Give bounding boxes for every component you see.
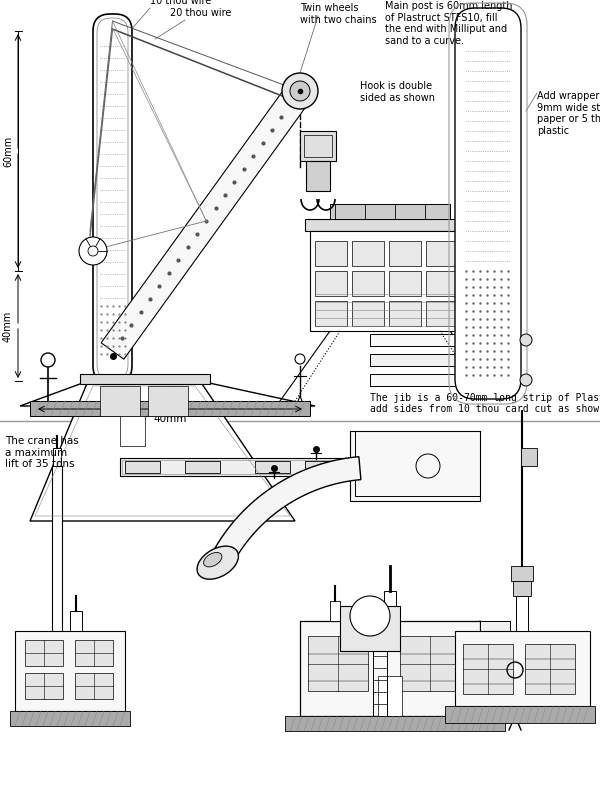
Bar bbox=[426, 271, 458, 296]
Ellipse shape bbox=[203, 552, 222, 567]
FancyBboxPatch shape bbox=[455, 8, 521, 399]
Bar bbox=[304, 135, 332, 157]
Polygon shape bbox=[20, 381, 315, 406]
Bar bbox=[378, 676, 402, 716]
Bar bbox=[306, 161, 330, 191]
Bar bbox=[463, 644, 513, 694]
Bar bbox=[389, 301, 421, 326]
Bar bbox=[125, 461, 160, 473]
Bar bbox=[370, 354, 520, 366]
Circle shape bbox=[350, 596, 390, 636]
Circle shape bbox=[520, 374, 532, 386]
Polygon shape bbox=[30, 381, 295, 521]
Bar bbox=[25, 640, 63, 666]
Bar bbox=[352, 301, 384, 326]
Text: Add wrapper from
9mm wide strip of
paper or 5 thou
plastic: Add wrapper from 9mm wide strip of paper… bbox=[537, 91, 600, 135]
Bar bbox=[15, 631, 125, 711]
Bar bbox=[75, 640, 113, 666]
Circle shape bbox=[520, 334, 532, 346]
Bar bbox=[305, 461, 340, 473]
Bar bbox=[455, 631, 590, 706]
Bar bbox=[315, 301, 347, 326]
Bar bbox=[400, 636, 460, 691]
Bar bbox=[185, 461, 220, 473]
Bar bbox=[521, 448, 537, 466]
Text: Twin wheels
with two chains: Twin wheels with two chains bbox=[300, 3, 377, 24]
Bar bbox=[525, 644, 575, 694]
FancyBboxPatch shape bbox=[93, 14, 132, 383]
Bar bbox=[300, 131, 336, 161]
Bar bbox=[122, 460, 348, 474]
Text: 20 thou wire: 20 thou wire bbox=[170, 8, 232, 18]
Bar bbox=[70, 611, 82, 631]
Text: The jib is a 60-70mm long strip of Plastruct STFS4  (3.2mm × 3.2mm): The jib is a 60-70mm long strip of Plast… bbox=[370, 393, 600, 403]
Bar bbox=[352, 271, 384, 296]
Text: Main post is 60mm length
of Plastruct STFS10, fill
the end with Milliput and
san: Main post is 60mm length of Plastruct ST… bbox=[385, 1, 512, 45]
Circle shape bbox=[88, 246, 98, 256]
Bar bbox=[75, 673, 113, 699]
Bar bbox=[300, 621, 480, 716]
Bar bbox=[52, 466, 62, 636]
Bar bbox=[389, 241, 421, 266]
Bar bbox=[384, 591, 396, 621]
Bar bbox=[30, 401, 310, 416]
Bar bbox=[255, 461, 290, 473]
Bar bbox=[355, 431, 480, 496]
Bar bbox=[426, 301, 458, 326]
Bar bbox=[511, 566, 533, 581]
Circle shape bbox=[282, 73, 318, 109]
Text: add sides from 10 thou card cut as shown, build up the end using Milliput.: add sides from 10 thou card cut as shown… bbox=[370, 404, 600, 414]
Bar bbox=[315, 241, 347, 266]
Bar bbox=[370, 334, 520, 346]
Bar bbox=[350, 431, 480, 501]
Text: The crane has
a maximum
lift of 35 tons: The crane has a maximum lift of 35 tons bbox=[5, 436, 79, 470]
Bar bbox=[80, 374, 210, 384]
Bar bbox=[370, 374, 520, 386]
Text: 40mm: 40mm bbox=[3, 311, 13, 341]
Bar bbox=[25, 673, 63, 699]
Bar bbox=[315, 271, 347, 296]
Bar bbox=[352, 241, 384, 266]
Bar bbox=[340, 606, 400, 651]
Bar bbox=[330, 204, 450, 219]
Bar bbox=[310, 231, 470, 331]
Bar bbox=[330, 601, 340, 621]
Bar bbox=[148, 386, 188, 416]
Bar bbox=[53, 448, 61, 466]
Text: 10 thou wire: 10 thou wire bbox=[150, 0, 211, 6]
Bar bbox=[389, 271, 421, 296]
Bar bbox=[100, 386, 140, 416]
Polygon shape bbox=[101, 83, 311, 359]
Text: 60mm: 60mm bbox=[3, 135, 13, 166]
Text: Hook is double
sided as shown: Hook is double sided as shown bbox=[360, 81, 435, 103]
Bar bbox=[120, 416, 145, 446]
Bar bbox=[120, 458, 350, 476]
Bar bbox=[426, 241, 458, 266]
Bar bbox=[305, 219, 475, 231]
Bar bbox=[516, 596, 528, 631]
Bar bbox=[308, 636, 368, 691]
Polygon shape bbox=[208, 457, 361, 573]
Bar bbox=[513, 581, 531, 596]
Bar bbox=[285, 716, 505, 731]
Circle shape bbox=[290, 81, 310, 101]
Text: 40mm: 40mm bbox=[154, 414, 187, 424]
Bar bbox=[445, 706, 595, 723]
Bar bbox=[10, 711, 130, 726]
Bar bbox=[480, 621, 510, 666]
Ellipse shape bbox=[197, 546, 238, 579]
Circle shape bbox=[79, 237, 107, 265]
